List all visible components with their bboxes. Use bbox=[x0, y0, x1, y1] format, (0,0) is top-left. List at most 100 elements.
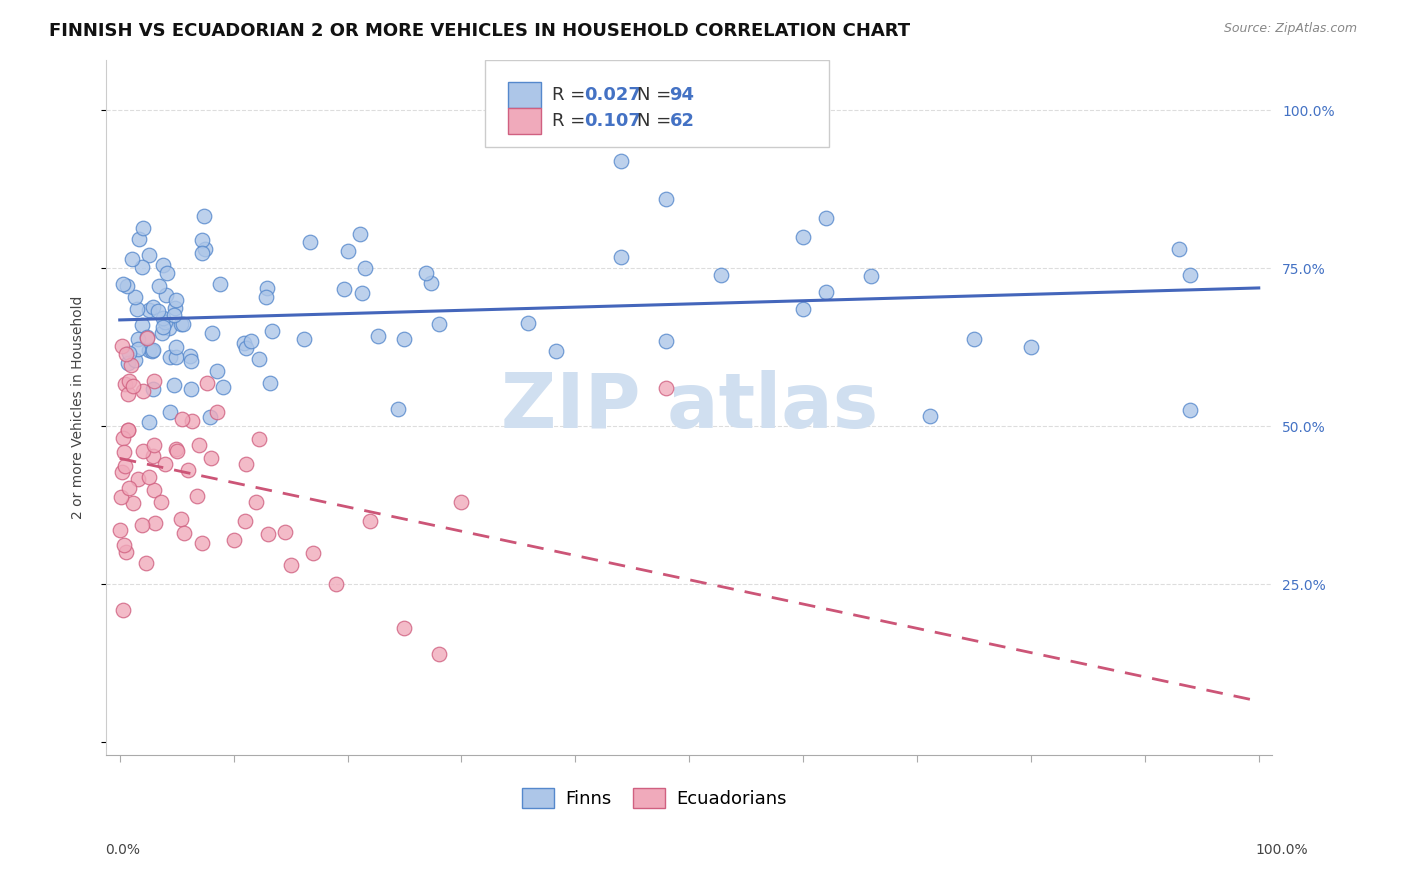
Text: 94: 94 bbox=[669, 86, 695, 104]
Point bbox=[179, 350, 201, 364]
Point bbox=[188, 438, 211, 452]
Point bbox=[415, 267, 437, 281]
Point bbox=[180, 382, 202, 396]
Point bbox=[292, 332, 315, 346]
Text: 100.0%: 100.0% bbox=[1256, 843, 1308, 857]
Point bbox=[205, 364, 228, 378]
Point bbox=[354, 260, 377, 275]
Point bbox=[165, 442, 187, 456]
Text: N =: N = bbox=[637, 112, 676, 130]
Point bbox=[155, 457, 177, 471]
Point bbox=[165, 301, 187, 316]
Point bbox=[814, 211, 837, 225]
Point bbox=[963, 332, 986, 346]
Point bbox=[792, 302, 814, 317]
Point bbox=[256, 526, 278, 541]
Text: 62: 62 bbox=[669, 112, 695, 130]
Point bbox=[166, 444, 188, 458]
Point bbox=[152, 320, 174, 334]
Point bbox=[142, 300, 165, 314]
Point bbox=[394, 622, 416, 636]
Point bbox=[120, 359, 142, 373]
Point bbox=[122, 496, 145, 510]
Point bbox=[142, 438, 165, 452]
Point bbox=[198, 409, 221, 424]
Point bbox=[110, 490, 132, 504]
Point bbox=[170, 412, 193, 426]
Point bbox=[117, 374, 139, 388]
Point bbox=[141, 343, 163, 358]
Point bbox=[157, 321, 180, 335]
Point bbox=[546, 344, 568, 359]
Point bbox=[1180, 403, 1202, 417]
Point bbox=[134, 556, 156, 570]
Point bbox=[249, 432, 271, 446]
Point bbox=[181, 414, 204, 428]
Text: FINNISH VS ECUADORIAN 2 OR MORE VEHICLES IN HOUSEHOLD CORRELATION CHART: FINNISH VS ECUADORIAN 2 OR MORE VEHICLES… bbox=[49, 22, 910, 40]
Point bbox=[367, 329, 389, 343]
Point bbox=[165, 293, 187, 307]
Point bbox=[205, 405, 228, 419]
Point bbox=[273, 524, 295, 539]
Point bbox=[814, 285, 837, 299]
Point bbox=[259, 376, 281, 390]
Point bbox=[450, 495, 472, 509]
Point bbox=[387, 402, 409, 417]
Point bbox=[117, 387, 139, 401]
Point bbox=[610, 153, 633, 168]
Point bbox=[1168, 242, 1191, 256]
Point bbox=[127, 332, 149, 346]
Point bbox=[516, 316, 538, 330]
Point bbox=[153, 315, 176, 329]
Point bbox=[131, 318, 153, 333]
Point bbox=[138, 302, 160, 317]
Point bbox=[256, 281, 278, 295]
Point bbox=[132, 220, 155, 235]
FancyBboxPatch shape bbox=[485, 60, 830, 146]
Point bbox=[115, 545, 138, 559]
Point bbox=[117, 424, 139, 438]
Point bbox=[195, 376, 218, 391]
Point bbox=[159, 350, 181, 364]
Point bbox=[114, 458, 136, 473]
Point bbox=[201, 326, 224, 340]
Point bbox=[152, 258, 174, 272]
Point bbox=[115, 346, 138, 360]
Point bbox=[170, 318, 193, 332]
Point bbox=[233, 514, 256, 528]
Point bbox=[235, 341, 257, 355]
Text: R =: R = bbox=[551, 86, 591, 104]
Point bbox=[142, 382, 165, 396]
Point bbox=[138, 470, 160, 484]
Point bbox=[427, 317, 450, 331]
Point bbox=[142, 343, 165, 357]
Point bbox=[121, 252, 143, 267]
Point bbox=[127, 342, 149, 356]
Point bbox=[146, 303, 169, 318]
Point bbox=[325, 577, 347, 591]
Point bbox=[110, 524, 132, 538]
Point bbox=[143, 483, 166, 497]
Point bbox=[655, 334, 678, 349]
Point bbox=[173, 526, 195, 541]
Point bbox=[128, 232, 150, 246]
Text: 0.107: 0.107 bbox=[585, 112, 641, 130]
Point bbox=[136, 330, 159, 344]
Point bbox=[222, 533, 245, 547]
Text: 0.0%: 0.0% bbox=[105, 843, 141, 857]
Point bbox=[131, 444, 153, 458]
Point bbox=[359, 514, 381, 528]
Point bbox=[148, 279, 170, 293]
Point bbox=[349, 227, 371, 242]
Point bbox=[247, 352, 270, 367]
Point bbox=[191, 246, 214, 260]
Point bbox=[135, 331, 157, 345]
Point bbox=[156, 265, 179, 279]
Point bbox=[792, 229, 814, 244]
Text: 0.027: 0.027 bbox=[585, 86, 641, 104]
Legend: Finns, Ecuadorians: Finns, Ecuadorians bbox=[515, 781, 794, 815]
Point bbox=[165, 340, 187, 354]
Point bbox=[152, 310, 174, 325]
Point bbox=[280, 558, 302, 573]
Point bbox=[150, 326, 173, 340]
